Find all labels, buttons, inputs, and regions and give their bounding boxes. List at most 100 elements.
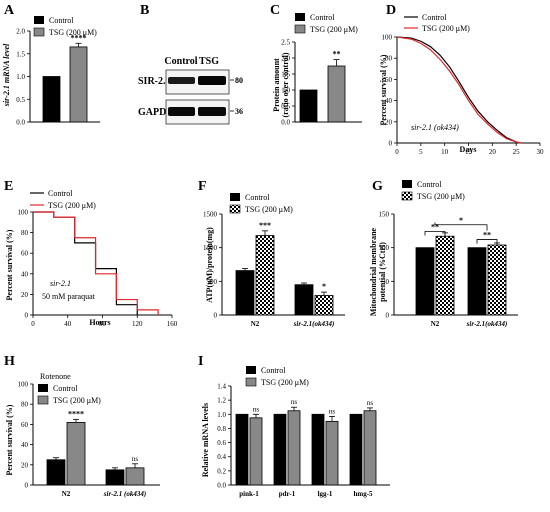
category-label: sir-2.1(ok434) <box>293 320 335 328</box>
ylabel-c: Protein amount <box>272 58 281 112</box>
bar-i-tsg <box>325 420 339 486</box>
series-line-tsg <box>396 36 522 144</box>
y-tick-label: 60 <box>21 250 29 258</box>
blot-col-control: Control <box>164 56 197 67</box>
blot-row-gapdh: GAPDH <box>138 107 174 118</box>
bar-f-tsg <box>314 295 334 316</box>
y-tick-label: 80 <box>21 401 29 409</box>
significance-label: * <box>322 282 326 291</box>
y-tick-label: 0 <box>386 312 390 320</box>
panel-label-g: G <box>372 179 383 194</box>
category-label: lgg-1 <box>318 490 333 498</box>
bar-i-control <box>235 413 249 486</box>
bar-a-tsg <box>69 46 88 123</box>
y-tick-label: 1.0 <box>16 73 25 81</box>
panel-label-b: B <box>140 3 149 18</box>
category-label: pdr-1 <box>279 490 296 498</box>
ylabel-g2: potential (%Ctrl) <box>378 242 387 302</box>
y-tick-label: 150 <box>379 211 390 219</box>
y-tick-label: 0.0 <box>16 119 25 127</box>
legend-label-control: Control <box>422 13 447 22</box>
y-tick-label: 0.8 <box>217 425 226 433</box>
y-tick-label: 60 <box>21 421 29 429</box>
y-tick-label: 40 <box>21 270 29 278</box>
panel-label-d: D <box>386 3 396 18</box>
panel-label-f: F <box>198 179 207 194</box>
x-tick-label: 120 <box>132 320 143 328</box>
category-label: N2 <box>62 490 71 498</box>
significance-label: ns <box>132 455 139 463</box>
x-tick-label: 160 <box>167 320 178 328</box>
blot-row-sir21: SIR-2.1 <box>138 76 171 87</box>
title-h: Rotenone <box>40 372 71 381</box>
ylabel-c2: (ratio over control) <box>281 52 290 117</box>
blot-band <box>198 107 226 116</box>
y-tick-label: 2.5 <box>281 39 290 47</box>
blot-mw-36: 36 <box>235 107 243 116</box>
y-tick-label: 20 <box>385 118 393 126</box>
legend-swatch-tsg <box>37 395 49 405</box>
y-tick-label: 0.5 <box>16 96 25 104</box>
legend-label-control: Control <box>261 366 286 375</box>
legend-swatch-tsg <box>33 27 45 37</box>
ylabel-f: ATP(nM)/protein(mg) <box>205 227 214 303</box>
panel-label-h: H <box>4 354 15 369</box>
blot-col-tsg: TSG <box>199 56 219 67</box>
y-tick-label: 60 <box>385 76 393 84</box>
significance-label: ns <box>329 407 336 415</box>
bar-g-tsg <box>435 235 455 316</box>
legend-label-tsg: TSG (200 μM) <box>48 201 96 210</box>
y-tick-label: 500 <box>207 278 218 286</box>
significance-label: * <box>459 216 463 225</box>
category-label: sir-2.1 (ok434) <box>103 490 146 498</box>
bar-h-control <box>105 469 125 486</box>
bar-h-tsg <box>125 467 145 486</box>
y-tick-label: 1.2 <box>217 397 226 405</box>
bar-c-tsg <box>327 65 346 123</box>
legend-swatch-tsg <box>401 191 413 201</box>
x-tick-label: 10 <box>441 148 449 156</box>
legend-label-tsg: TSG (200 μM) <box>245 205 293 214</box>
bar-a-control <box>42 76 61 123</box>
bar-i-control <box>273 413 287 486</box>
x-tick-label: 25 <box>513 148 521 156</box>
legend-label-tsg: TSG (200 μM) <box>53 396 101 405</box>
y-tick-label: 0.6 <box>217 439 226 447</box>
y-tick-label: 0.2 <box>217 467 226 475</box>
y-tick-label: 100 <box>18 381 29 389</box>
bar-i-tsg <box>287 410 301 486</box>
y-tick-label: 0 <box>25 312 29 320</box>
y-tick-label: 0.5 <box>281 103 290 111</box>
x-tick-label: 15 <box>465 148 473 156</box>
y-tick-label: 50 <box>382 278 390 286</box>
bar-g-control <box>467 247 487 316</box>
panel-label-e: E <box>4 179 13 194</box>
y-tick-label: 1.4 <box>217 383 226 391</box>
x-tick-label: 0 <box>31 320 35 328</box>
y-tick-label: 1.0 <box>281 87 290 95</box>
significance-bracket <box>424 231 446 236</box>
blot-band <box>198 76 226 85</box>
legend-swatch-control <box>38 384 48 392</box>
category-label: sir-2.1(ok434) <box>466 320 508 328</box>
y-tick-label: 2.0 <box>16 28 25 36</box>
y-tick-label: 1000 <box>203 244 218 252</box>
significance-label: ** <box>333 50 341 59</box>
legend-label-tsg: TSG (200 μM) <box>422 24 470 33</box>
bar-f-control <box>235 270 255 316</box>
significance-label: ns <box>367 399 374 407</box>
x-tick-label: 0 <box>395 148 399 156</box>
legend-swatch-control <box>230 193 240 201</box>
bar-i-control <box>349 413 363 486</box>
y-tick-label: 100 <box>379 244 390 252</box>
legend-swatch-tsg <box>294 24 306 34</box>
significance-label: ** <box>483 231 491 240</box>
series-line-control <box>396 36 522 144</box>
legend-label-control: Control <box>417 180 442 189</box>
y-tick-label: 20 <box>21 461 29 469</box>
legend-swatch-tsg <box>229 204 241 214</box>
bar-g-tsg <box>487 244 507 316</box>
bar-i-tsg <box>249 417 263 486</box>
y-tick-label: 0 <box>25 482 29 490</box>
